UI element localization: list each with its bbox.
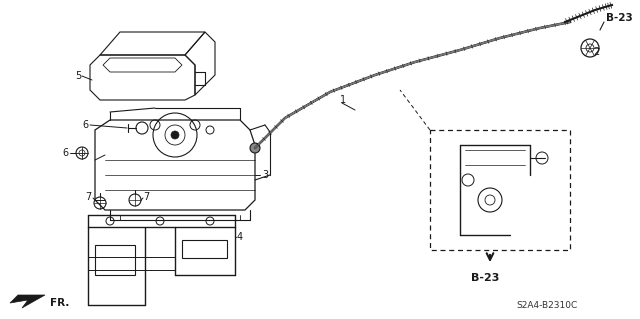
Text: 2: 2	[593, 47, 599, 57]
Text: B-23: B-23	[471, 273, 499, 283]
Text: 7: 7	[143, 192, 149, 202]
Text: 6: 6	[62, 148, 68, 158]
Bar	[430, 130, 570, 250]
Text: 3: 3	[262, 170, 268, 180]
Text: FR.: FR.	[50, 298, 69, 308]
Text: 4: 4	[237, 232, 243, 242]
Text: 7: 7	[85, 192, 92, 202]
Text: S2A4-B2310C: S2A4-B2310C	[516, 300, 577, 309]
Text: 6: 6	[82, 120, 88, 130]
Text: 1: 1	[340, 95, 346, 105]
Bar	[182, 240, 227, 258]
Polygon shape	[10, 295, 45, 308]
Bar	[95, 245, 135, 275]
Text: 5: 5	[75, 71, 81, 81]
Circle shape	[171, 131, 179, 139]
Text: B-23: B-23	[606, 13, 633, 23]
Circle shape	[250, 143, 260, 153]
